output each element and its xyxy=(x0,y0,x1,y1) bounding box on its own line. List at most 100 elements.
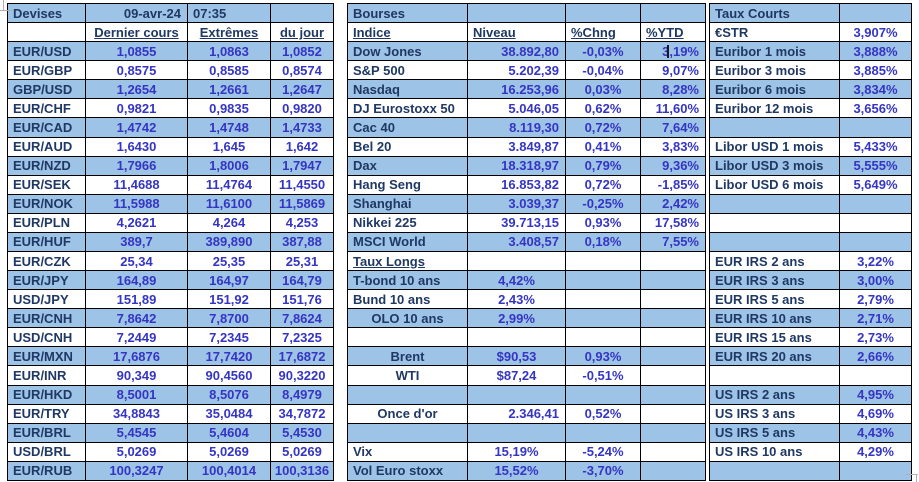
bourses-chng-cell[interactable]: 0,52% xyxy=(566,404,641,424)
taux-row-label[interactable] xyxy=(710,194,840,214)
devises-value-cell[interactable]: 11,5869 xyxy=(271,194,334,214)
bourses-chng-cell[interactable] xyxy=(566,309,641,329)
bourses-niveau-cell[interactable]: 3.039,37 xyxy=(468,194,566,214)
bourses-niveau-cell[interactable]: 3.849,87 xyxy=(468,137,566,157)
bourses-row-label[interactable]: Nasdaq xyxy=(348,80,468,100)
devises-value-cell[interactable]: 8,5001 xyxy=(86,385,188,405)
devises-value-cell[interactable]: 1,7947 xyxy=(271,156,334,176)
taux-row-label[interactable] xyxy=(710,118,840,138)
taux-value-cell[interactable]: 3,888% xyxy=(840,42,912,62)
bourses-niveau-cell[interactable] xyxy=(468,423,566,443)
bourses-niveau-cell[interactable]: $87,24 xyxy=(468,366,566,386)
devises-row-label[interactable]: EUR/GBP xyxy=(8,61,86,81)
devises-value-cell[interactable]: 7,8700 xyxy=(188,309,271,329)
col-header-dernier-cours[interactable]: Dernier cours xyxy=(86,23,188,43)
devises-value-cell[interactable]: 11,5988 xyxy=(86,194,188,214)
empty-cell[interactable] xyxy=(8,23,86,43)
bourses-row-label[interactable]: WTI xyxy=(348,366,468,386)
bourses-ytd-cell[interactable] xyxy=(641,385,706,405)
bourses-ytd-cell[interactable]: 9,36% xyxy=(641,156,706,176)
bourses-ytd-cell[interactable] xyxy=(641,442,706,462)
devises-value-cell[interactable]: 100,4014 xyxy=(188,461,271,481)
bourses-niveau-cell[interactable]: 16.853,82 xyxy=(468,175,566,195)
empty-cell[interactable] xyxy=(468,4,566,24)
bourses-row-label[interactable]: Vix xyxy=(348,442,468,462)
taux-value-cell[interactable]: 3,00% xyxy=(840,271,912,291)
taux-value-cell[interactable]: 2,66% xyxy=(840,347,912,367)
devises-value-cell[interactable]: 389,7 xyxy=(86,232,188,253)
taux-value-cell[interactable]: 2,73% xyxy=(840,328,912,348)
bourses-ytd-cell[interactable] xyxy=(641,271,706,291)
devises-value-cell[interactable]: 8,4979 xyxy=(271,385,334,405)
bourses-chng-cell[interactable]: -3,70% xyxy=(566,461,641,481)
bourses-row-label[interactable]: Bel 20 xyxy=(348,137,468,157)
taux-row-label[interactable] xyxy=(710,366,840,386)
bourses-ytd-cell[interactable]: 17,58% xyxy=(641,213,706,233)
devises-value-cell[interactable]: 34,8843 xyxy=(86,404,188,424)
devises-value-cell[interactable]: 1,645 xyxy=(188,137,271,157)
devises-value-cell[interactable]: 11,6100 xyxy=(188,194,271,214)
taux-value-cell[interactable]: 5,555% xyxy=(840,156,912,176)
taux-row-label[interactable]: EUR IRS 10 ans xyxy=(710,309,840,329)
bourses-ytd-cell[interactable]: 3,19% xyxy=(641,42,706,62)
taux-row-label[interactable]: US IRS 2 ans xyxy=(710,385,840,405)
devises-value-cell[interactable]: 5,0269 xyxy=(188,442,271,462)
bourses-niveau-cell[interactable]: 5.046,05 xyxy=(468,99,566,119)
taux-row-label[interactable]: US IRS 3 ans xyxy=(710,404,840,424)
bourses-niveau-cell[interactable]: 15,52% xyxy=(468,461,566,481)
bourses-ytd-cell[interactable] xyxy=(641,423,706,443)
devises-value-cell[interactable]: 100,3247 xyxy=(86,461,188,481)
bourses-niveau-cell[interactable]: 2,43% xyxy=(468,290,566,310)
devises-value-cell[interactable]: 151,92 xyxy=(188,290,271,310)
bourses-row-label[interactable]: Taux Longs xyxy=(348,252,468,272)
bourses-row-label[interactable]: Once d'or xyxy=(348,404,468,424)
bourses-niveau-cell[interactable]: 39.713,15 xyxy=(468,213,566,233)
taux-value-cell[interactable]: 3,907% xyxy=(840,23,912,43)
col-header-ytd[interactable]: %YTD xyxy=(641,23,706,43)
devises-value-cell[interactable]: 5,4545 xyxy=(86,423,188,443)
devises-value-cell[interactable]: 1,2661 xyxy=(188,80,271,100)
bourses-niveau-cell[interactable] xyxy=(468,385,566,405)
taux-row-label[interactable]: Libor USD 6 mois xyxy=(710,175,840,195)
devises-row-label[interactable]: EUR/PLN xyxy=(8,213,86,233)
bourses-title[interactable]: Bourses xyxy=(348,4,468,24)
taux-value-cell[interactable] xyxy=(840,366,912,386)
taux-row-label[interactable]: EUR IRS 20 ans xyxy=(710,347,840,367)
taux-value-cell[interactable]: 2,79% xyxy=(840,290,912,310)
bourses-niveau-cell[interactable]: $90,53 xyxy=(468,347,566,367)
devises-row-label[interactable]: EUR/JPY xyxy=(8,271,86,291)
devises-row-label[interactable]: EUR/BRL xyxy=(8,423,86,443)
bourses-row-label[interactable] xyxy=(348,385,468,405)
devises-value-cell[interactable]: 25,34 xyxy=(86,252,188,272)
taux-row-label[interactable]: EUR IRS 5 ans xyxy=(710,290,840,310)
bourses-ytd-cell[interactable]: 9,07% xyxy=(641,61,706,81)
bourses-chng-cell[interactable]: -0,51% xyxy=(566,366,641,386)
taux-value-cell[interactable]: 4,69% xyxy=(840,404,912,424)
devises-value-cell[interactable]: 1,6430 xyxy=(86,137,188,157)
taux-value-cell[interactable]: 3,834% xyxy=(840,80,912,100)
col-header-chng[interactable]: %Chng xyxy=(566,23,641,43)
devises-value-cell[interactable]: 0,8585 xyxy=(188,61,271,81)
devises-value-cell[interactable]: 11,4764 xyxy=(188,175,271,195)
bourses-row-label[interactable]: OLO 10 ans xyxy=(348,309,468,329)
devises-row-label[interactable]: USD/JPY xyxy=(8,290,86,310)
devises-row-label[interactable]: USD/CNH xyxy=(8,328,86,348)
devises-value-cell[interactable]: 17,6872 xyxy=(271,347,334,367)
devises-row-label[interactable]: EUR/AUD xyxy=(8,137,86,157)
taux-row-label[interactable]: Libor USD 3 mois xyxy=(710,156,840,176)
taux-value-cell[interactable]: 5,433% xyxy=(840,137,912,157)
bourses-chng-cell[interactable]: -0,03% xyxy=(566,42,641,62)
devises-value-cell[interactable]: 164,79 xyxy=(271,271,334,291)
devises-value-cell[interactable]: 1,0863 xyxy=(188,42,271,62)
bourses-row-label[interactable]: MSCI World xyxy=(348,232,468,253)
devises-row-label[interactable]: EUR/TRY xyxy=(8,404,86,424)
bourses-niveau-cell[interactable]: 2,99% xyxy=(468,309,566,329)
devises-value-cell[interactable]: 164,97 xyxy=(188,271,271,291)
devises-value-cell[interactable]: 0,9835 xyxy=(188,99,271,119)
bourses-niveau-cell[interactable]: 5.202,39 xyxy=(468,61,566,81)
bourses-row-label[interactable] xyxy=(348,328,468,348)
col-header-extremes[interactable]: Extrêmes xyxy=(188,23,271,43)
devises-value-cell[interactable]: 1,2654 xyxy=(86,80,188,100)
taux-value-cell[interactable]: 5,649% xyxy=(840,175,912,195)
date-cell[interactable]: 09-avr-24 xyxy=(86,4,188,24)
